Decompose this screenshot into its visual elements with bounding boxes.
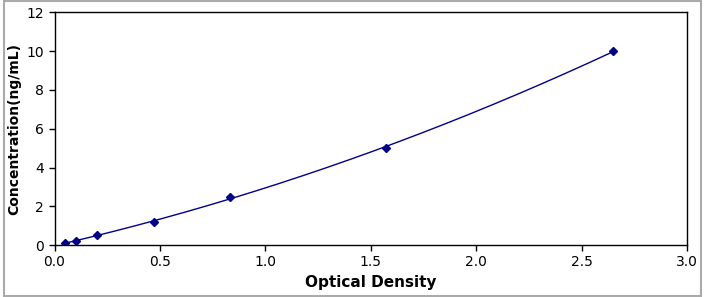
Y-axis label: Concentration(ng/mL): Concentration(ng/mL) — [7, 43, 21, 215]
X-axis label: Optical Density: Optical Density — [305, 275, 436, 290]
